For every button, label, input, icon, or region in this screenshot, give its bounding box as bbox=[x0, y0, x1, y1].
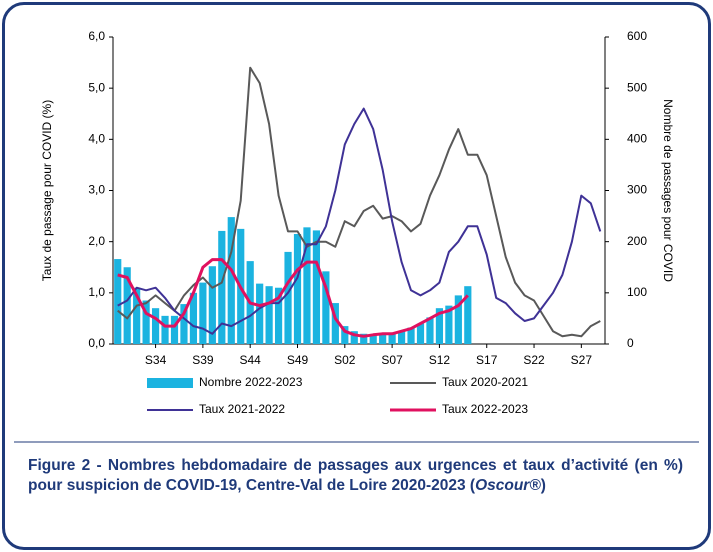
caption-text: Figure 2 - Nombres hebdomadaire de passa… bbox=[28, 457, 683, 494]
bar bbox=[454, 295, 462, 344]
caption: Figure 2 - Nombres hebdomadaire de passa… bbox=[28, 456, 683, 496]
legend-label: Nombre 2022-2023 bbox=[199, 375, 303, 389]
x-tick-label: S27 bbox=[571, 353, 593, 367]
legend-label: Taux 2021-2022 bbox=[199, 402, 285, 416]
bar bbox=[464, 286, 472, 344]
bar bbox=[388, 332, 396, 344]
bar bbox=[208, 266, 216, 344]
legend-swatch bbox=[147, 378, 193, 388]
y-tick-label: 5,0 bbox=[88, 80, 105, 94]
y-tick-label: 4,0 bbox=[88, 132, 105, 146]
bar bbox=[379, 333, 387, 344]
bar bbox=[426, 317, 434, 344]
bar bbox=[114, 259, 122, 344]
bar bbox=[341, 326, 349, 344]
bar bbox=[189, 292, 198, 344]
x-tick-label: S12 bbox=[429, 353, 451, 367]
bar bbox=[133, 287, 141, 344]
x-tick-label: S07 bbox=[381, 353, 403, 367]
bar bbox=[265, 286, 273, 344]
bar bbox=[369, 334, 377, 344]
bar bbox=[170, 315, 179, 344]
y-tick-label: 0,0 bbox=[88, 336, 105, 350]
line bbox=[117, 107, 602, 335]
x-tick-label: S44 bbox=[240, 353, 262, 367]
y2-tick-label: 300 bbox=[627, 183, 647, 197]
bar bbox=[331, 303, 339, 344]
bar bbox=[416, 323, 425, 344]
bar bbox=[350, 331, 358, 344]
bar bbox=[227, 217, 235, 344]
bar bbox=[293, 233, 302, 344]
bar bbox=[397, 331, 406, 344]
bar bbox=[303, 227, 311, 344]
bar bbox=[284, 251, 292, 344]
y2-tick-label: 200 bbox=[627, 234, 647, 248]
bar bbox=[274, 287, 283, 344]
y2-axis-title: Nombre de passages pour COVID bbox=[661, 99, 675, 282]
x-tick-label: S34 bbox=[145, 353, 167, 367]
caption-end: ) bbox=[540, 477, 546, 494]
bar bbox=[445, 305, 453, 344]
line bbox=[117, 258, 469, 338]
x-tick-label: S02 bbox=[334, 353, 356, 367]
bar bbox=[312, 230, 321, 344]
legend-label: Taux 2020-2021 bbox=[442, 375, 528, 389]
bar bbox=[435, 308, 444, 344]
y-axis-title: Taux de passage pour COVID (%) bbox=[40, 100, 54, 281]
bar bbox=[218, 230, 226, 344]
bar bbox=[199, 282, 207, 344]
bar bbox=[360, 333, 368, 344]
bar bbox=[161, 315, 169, 344]
y2-tick-label: 0 bbox=[627, 336, 634, 350]
y-tick-label: 1,0 bbox=[88, 285, 105, 299]
y-tick-label: 3,0 bbox=[88, 183, 105, 197]
x-tick-label: S49 bbox=[287, 353, 309, 367]
bar bbox=[256, 283, 264, 344]
bar bbox=[407, 327, 415, 344]
y2-tick-label: 100 bbox=[627, 285, 647, 299]
legend-label: Taux 2022-2023 bbox=[442, 402, 528, 416]
y2-tick-label: 600 bbox=[627, 29, 647, 43]
x-tick-label: S17 bbox=[476, 353, 498, 367]
y2-tick-label: 500 bbox=[627, 80, 647, 94]
x-tick-label: S39 bbox=[192, 353, 214, 367]
bar bbox=[151, 308, 160, 344]
y-tick-label: 6,0 bbox=[88, 29, 105, 43]
y-tick-label: 2,0 bbox=[88, 234, 105, 248]
bar bbox=[322, 271, 330, 344]
bar bbox=[142, 300, 150, 344]
x-tick-label: S22 bbox=[523, 353, 545, 367]
y2-tick-label: 400 bbox=[627, 132, 647, 146]
bar bbox=[123, 267, 131, 344]
bar bbox=[180, 304, 188, 344]
caption-source: Oscour® bbox=[475, 477, 541, 494]
